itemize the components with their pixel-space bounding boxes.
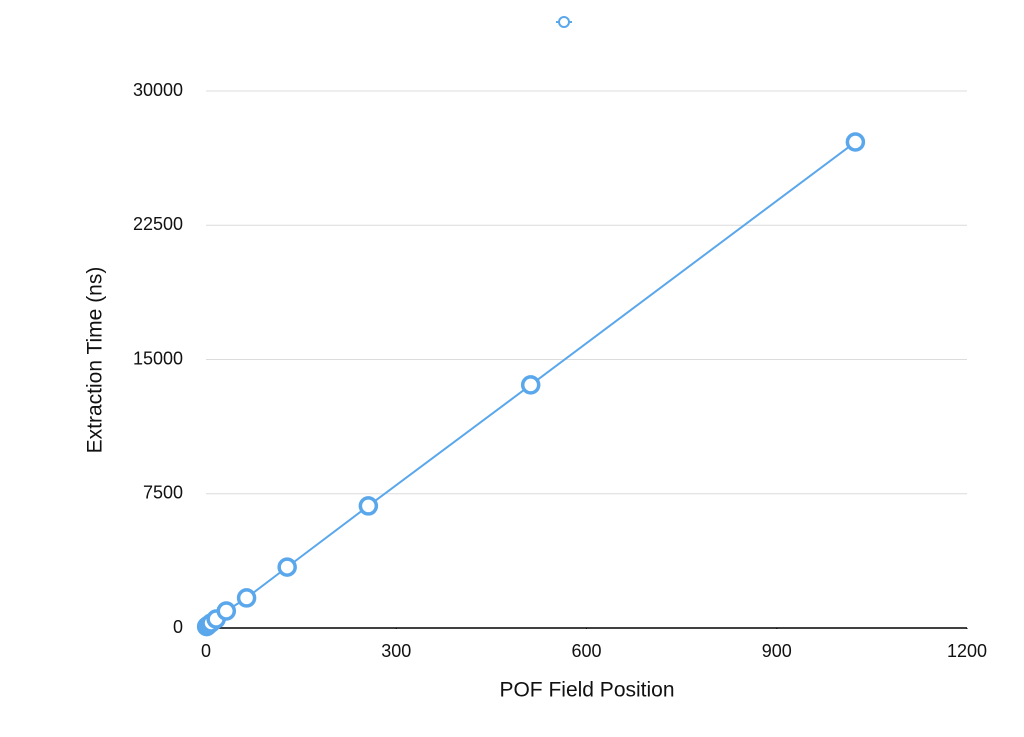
x-tick-label: 1200 [947, 641, 987, 661]
y-tick-label: 7500 [143, 483, 183, 503]
y-tick-label: 22500 [133, 214, 183, 234]
data-point [845, 132, 866, 152]
data-point [520, 375, 541, 395]
x-axis-label: POF Field Position [499, 679, 674, 702]
legend-symbol [558, 16, 570, 28]
x-tick-label: 600 [571, 641, 601, 661]
data-point [216, 601, 237, 621]
y-tick-label: 30000 [133, 80, 183, 100]
x-tick-label: 300 [381, 641, 411, 661]
y-axis-label: Extraction Time (ns) [84, 267, 107, 454]
data-point [358, 496, 379, 516]
data-point [236, 588, 257, 608]
legend-marker [556, 16, 572, 28]
x-tick-label: 0 [201, 641, 211, 661]
data-point [277, 557, 297, 577]
x-tick-label: 900 [762, 641, 792, 661]
y-tick-label: 15000 [133, 348, 183, 368]
y-tick-label: 0 [173, 617, 183, 637]
